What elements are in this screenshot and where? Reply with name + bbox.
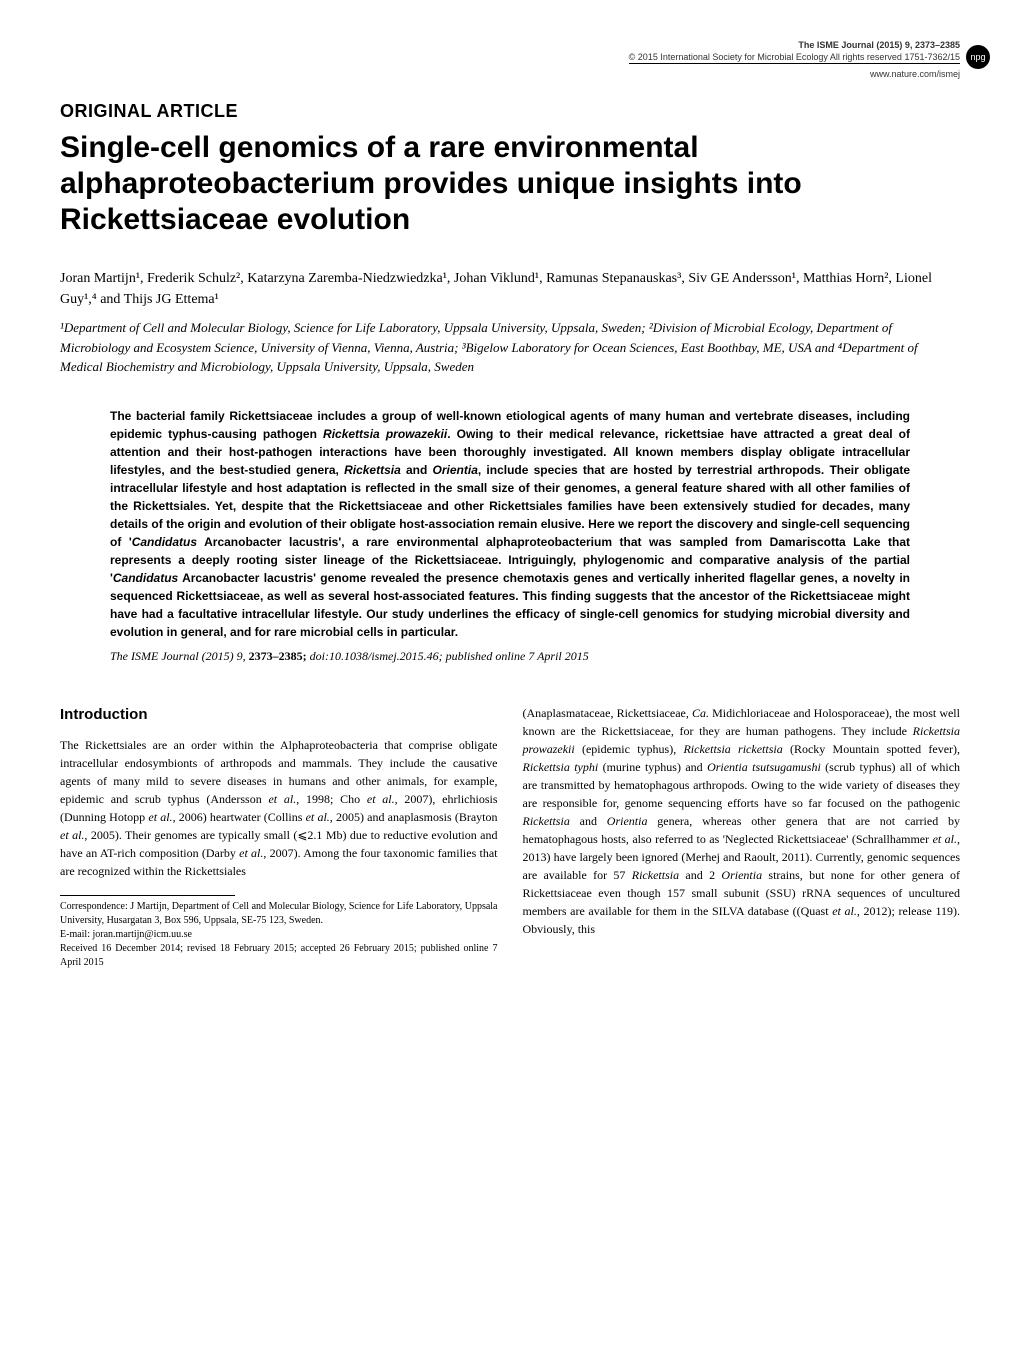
page-header: The ISME Journal (2015) 9, 2373–2385 © 2… — [60, 40, 960, 81]
body-columns: Introduction The Rickettsiales are an or… — [60, 704, 960, 971]
journal-url: www.nature.com/ismej — [629, 69, 960, 81]
correspondence-received: Received 16 December 2014; revised 18 Fe… — [60, 942, 498, 970]
journal-info-block: The ISME Journal (2015) 9, 2373–2385 © 2… — [629, 40, 960, 81]
correspondence-divider — [60, 895, 235, 896]
correspondence-block: Correspondence: J Martijn, Department of… — [60, 895, 498, 970]
abstract-text: The bacterial family Rickettsiaceae incl… — [110, 407, 910, 641]
citation-pages: 2373–2385; — [249, 649, 307, 663]
citation-doi: doi:10.1038/ismej.2015.46; — [310, 649, 443, 663]
intro-paragraph-1: The Rickettsiales are an order within th… — [60, 736, 498, 880]
article-title: Single-cell genomics of a rare environme… — [60, 130, 960, 238]
correspondence-email: E-mail: joran.martijn@icm.uu.se — [60, 928, 498, 942]
npg-badge-icon: npg — [966, 45, 990, 69]
correspondence-text: Correspondence: J Martijn, Department of… — [60, 900, 498, 928]
journal-title: The ISME Journal (2015) 9, 2373–2385 — [629, 40, 960, 52]
intro-paragraph-2: (Anaplasmataceae, Rickettsiaceae, Ca. Mi… — [523, 704, 961, 938]
citation-pubdate: published online 7 April 2015 — [446, 649, 589, 663]
author-list: Joran Martijn¹, Frederik Schulz², Katarz… — [60, 268, 960, 310]
citation-journal: The ISME Journal — [110, 649, 199, 663]
article-type-label: ORIGINAL ARTICLE — [60, 101, 960, 122]
copyright-text: © 2015 International Society for Microbi… — [629, 52, 960, 64]
citation-line: The ISME Journal (2015) 9, 2373–2385; do… — [110, 649, 910, 664]
introduction-heading: Introduction — [60, 704, 498, 727]
citation-year-vol: (2015) 9, — [202, 649, 246, 663]
header-divider — [629, 63, 960, 64]
affiliation-list: ¹Department of Cell and Molecular Biolog… — [60, 318, 960, 377]
